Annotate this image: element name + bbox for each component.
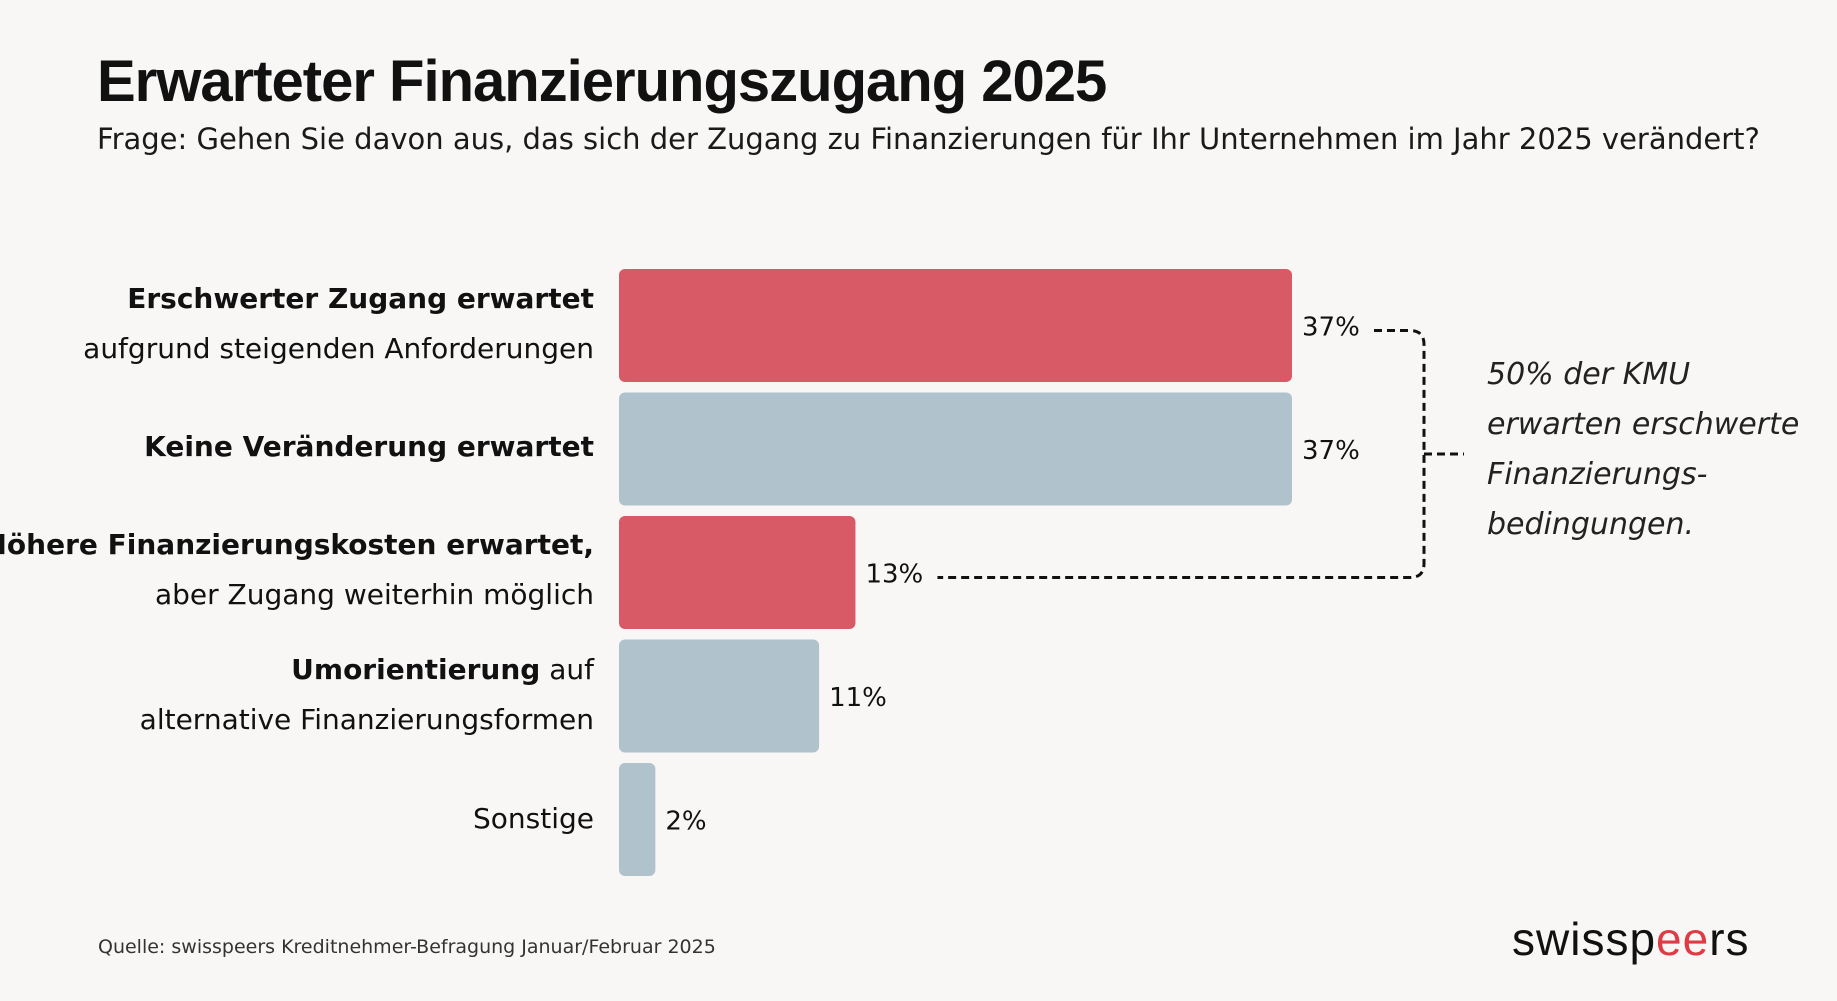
category-label-normal: Sonstige (473, 802, 594, 835)
bracket-connector (937, 329, 1426, 579)
chart-subtitle: Frage: Gehen Sie davon aus, das sich der… (97, 122, 1760, 156)
value-label-4: 11% (829, 683, 887, 713)
bar-4 (619, 639, 820, 753)
source-note: Quelle: swisspeers Kreditnehmer-Befragun… (98, 936, 716, 958)
category-label-3: Höhere Finanzierungskosten erwartet, abe… (0, 520, 594, 620)
annotation-note: 50% der KMU erwarten erschwerte Finanzie… (1487, 350, 1799, 550)
category-label-bold: Umorientierung (291, 653, 541, 686)
annotation-line: erwarten erschwerte (1487, 407, 1800, 442)
value-label-5: 2% (665, 807, 706, 837)
annotation-line: Finanzierungs- (1487, 457, 1708, 492)
category-label-2: Keine Veränderung erwartet (144, 422, 594, 472)
category-label-1: Erschwerter Zugang erwartet aufgrund ste… (83, 274, 594, 374)
value-label-1: 37% (1302, 313, 1360, 343)
category-label-inline: auf (540, 653, 594, 686)
category-label-normal: aufgrund steigenden Anforderungen (83, 332, 594, 365)
value-label-2: 37% (1302, 436, 1360, 466)
value-label-3: 13% (865, 560, 923, 590)
category-label-bold: Höhere Finanzierungskosten erwartet, (0, 528, 594, 561)
bar-3 (619, 516, 856, 629)
category-label-normal: aber Zugang weiterhin möglich (154, 578, 594, 611)
annotation-line: bedingungen. (1487, 507, 1695, 542)
category-label-normal: alternative Finanzierungsformen (139, 703, 594, 736)
category-label-4: Umorientierung auf alternative Finanzier… (140, 645, 594, 745)
bar-1 (619, 269, 1292, 382)
swisspeers-logo: swisspeers (1512, 913, 1750, 965)
bar-2 (619, 392, 1292, 506)
annotation-line: 50% der KMU (1487, 357, 1691, 392)
chart-title: Erwarteter Finanzierungszugang 2025 (97, 49, 1107, 114)
category-label-bold: Keine Veränderung erwartet (144, 430, 594, 463)
bar-5 (619, 763, 656, 876)
category-label-bold: Erschwerter Zugang erwartet (127, 282, 594, 315)
category-label-5: Sonstige (473, 794, 594, 844)
